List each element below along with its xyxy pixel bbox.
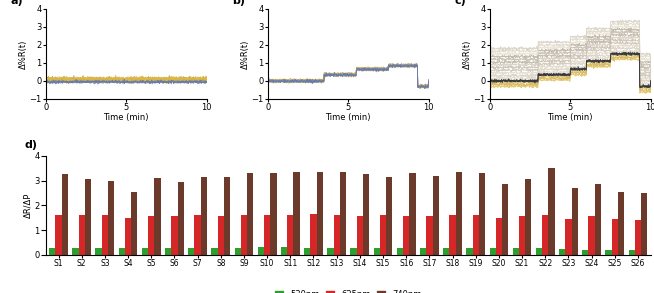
Bar [456,172,462,255]
Bar [201,177,207,255]
Bar [565,219,572,255]
Bar [536,248,542,255]
X-axis label: Time (min): Time (min) [103,113,149,122]
Bar [171,217,177,255]
Bar [611,219,618,255]
Bar [294,172,300,255]
Bar [165,248,171,255]
Bar [125,219,131,255]
Bar [432,176,439,255]
X-axis label: Time (min): Time (min) [326,113,371,122]
Bar [49,248,56,255]
Y-axis label: ΔR/ΔP: ΔR/ΔP [24,193,33,218]
Bar [148,217,154,255]
Text: c): c) [455,0,466,6]
Bar [542,215,549,255]
Bar [78,215,85,255]
Text: a): a) [10,0,23,6]
Bar [443,248,449,255]
Bar [154,178,161,255]
Bar [356,216,363,255]
Bar [351,248,356,255]
Bar [118,248,125,255]
Text: d): d) [25,140,38,150]
Bar [449,215,456,255]
Bar [420,248,426,255]
Bar [177,182,184,255]
X-axis label: Time (min): Time (min) [547,113,593,122]
Bar [549,168,555,255]
Bar [589,217,594,255]
Bar [594,183,601,255]
Bar [95,248,102,255]
Bar [618,193,624,255]
Bar [194,215,201,255]
Bar [211,248,218,255]
Text: b): b) [232,0,245,6]
Bar [572,188,578,255]
Bar [311,214,317,255]
Bar [270,173,277,255]
Bar [61,174,68,255]
Bar [519,217,525,255]
Bar [496,218,502,255]
Bar [409,173,415,255]
Y-axis label: Δ%R(t): Δ%R(t) [19,39,28,69]
Bar [340,172,346,255]
Bar [466,248,473,255]
Bar [426,216,432,255]
Bar [102,215,108,255]
Bar [241,215,247,255]
Bar [131,192,137,255]
Bar [73,248,78,255]
Bar [56,215,61,255]
Bar [635,220,641,255]
Bar [606,250,611,255]
Bar [628,250,635,255]
Bar [281,248,287,255]
Bar [479,173,485,255]
Bar [397,248,403,255]
Bar [373,248,380,255]
Bar [641,193,647,255]
Bar [304,248,311,255]
Bar [108,180,114,255]
Bar [224,177,230,255]
Bar [490,248,496,255]
Bar [235,248,241,255]
Bar [327,248,334,255]
Bar [473,215,479,255]
Bar [85,179,91,255]
Bar [264,215,270,255]
Bar [363,174,370,255]
Bar [525,179,532,255]
Y-axis label: Δ%R(t): Δ%R(t) [241,39,250,69]
Y-axis label: Δ%R(t): Δ%R(t) [463,39,472,69]
Bar [502,184,508,255]
Bar [386,177,392,255]
Bar [334,215,340,255]
Bar [188,248,194,255]
Bar [582,250,589,255]
Legend: 530nm, 625nm, 740nm: 530nm, 625nm, 740nm [271,287,425,293]
Bar [218,216,224,255]
Bar [247,173,253,255]
Bar [380,215,386,255]
Bar [403,216,409,255]
Bar [317,172,323,255]
Bar [258,248,264,255]
Bar [287,215,294,255]
Bar [513,248,519,255]
Bar [559,249,565,255]
Bar [142,248,148,255]
